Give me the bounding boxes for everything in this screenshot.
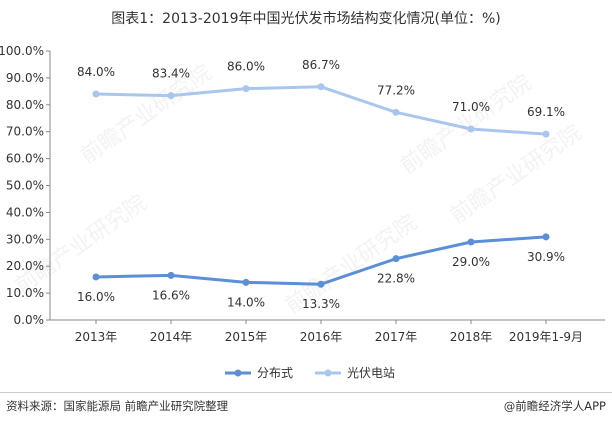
chart-axes: 0.0% 10.0% 20.0% 30.0% 40.0% 50.0% 60.0% 70.0% 8… (0, 44, 605, 344)
data-point-0-0 (92, 273, 100, 281)
legend-swatch-marker-1 (324, 369, 332, 377)
data-point-1-6 (542, 130, 550, 138)
y-tick-label-1: 10.0% (6, 286, 44, 300)
x-tick-label-3: 2016年 (300, 330, 343, 344)
y-tick-label-4: 40.0% (6, 205, 44, 219)
data-label-1-6: 69.1% (527, 105, 565, 119)
series-0: 16.0% 16.6% 14.0% 13.3% 22.8% 29.0% 30.9% (77, 233, 565, 311)
legend-item-0: 分布式 (225, 366, 293, 380)
y-tick-label-6: 60.0% (6, 152, 44, 166)
data-label-0-3: 13.3% (302, 297, 340, 311)
x-tick-label-0: 2013年 (75, 330, 118, 344)
data-point-1-1 (167, 92, 175, 100)
data-label-0-6: 30.9% (527, 250, 565, 264)
data-point-0-4 (392, 255, 400, 263)
data-point-1-0 (92, 90, 100, 98)
chart-title: 图表1：2013-2019年中国光伏发市场结构变化情况(单位：%) (111, 11, 501, 27)
x-tick-label-2: 2015年 (225, 330, 268, 344)
data-point-1-3 (317, 83, 325, 91)
data-label-1-3: 86.7% (302, 58, 340, 72)
series-layer: 16.0% 16.6% 14.0% 13.3% 22.8% 29.0% 30.9% 84.0%… (77, 58, 565, 311)
data-label-1-0: 84.0% (77, 65, 115, 79)
y-tick-label-2: 20.0% (6, 259, 44, 273)
data-label-1-4: 77.2% (377, 83, 415, 97)
y-tick-label-8: 80.0% (6, 98, 44, 112)
y-tick-label-7: 70.0% (6, 125, 44, 139)
data-label-0-0: 16.0% (77, 290, 115, 304)
legend-swatch-marker-0 (234, 369, 242, 377)
data-point-0-2 (242, 278, 250, 286)
legend-label-1: 光伏电站 (347, 366, 395, 380)
source-note: 资料来源：国家能源局 前瞻产业研究院整理 (6, 399, 229, 413)
data-point-1-4 (392, 108, 400, 116)
x-tick-label-6: 2019年1-9月 (509, 330, 583, 344)
chart-legend: 分布式 光伏电站 (225, 366, 395, 380)
series-1: 84.0% 83.4% 86.0% 86.7% 77.2% 71.0% 69.1% (77, 58, 565, 138)
x-tick-label-5: 2018年 (450, 330, 493, 344)
data-label-0-5: 29.0% (452, 255, 490, 269)
y-tick-label-0: 0.0% (14, 313, 45, 327)
data-label-1-5: 71.0% (452, 100, 490, 114)
x-tick-label-1: 2014年 (150, 330, 193, 344)
legend-item-1: 光伏电站 (315, 366, 395, 380)
data-point-1-5 (467, 125, 475, 133)
y-tick-label-10: 100.0% (0, 44, 44, 58)
data-point-0-6 (542, 233, 550, 241)
y-tick-label-5: 50.0% (6, 179, 44, 193)
x-tick-label-4: 2017年 (375, 330, 418, 344)
legend-label-0: 分布式 (257, 366, 293, 380)
brand-credit: @前瞻经济学人APP (503, 399, 606, 413)
data-label-0-1: 16.6% (152, 288, 190, 302)
footer-divider (0, 392, 612, 393)
data-label-1-1: 83.4% (152, 67, 190, 81)
data-label-0-4: 22.8% (377, 272, 415, 286)
data-label-1-2: 86.0% (227, 60, 265, 74)
data-point-0-5 (467, 238, 475, 246)
data-label-0-2: 14.0% (227, 295, 265, 309)
data-point-1-2 (242, 85, 250, 93)
y-tick-label-9: 90.0% (6, 71, 44, 85)
y-tick-label-3: 30.0% (6, 232, 44, 246)
data-point-0-1 (167, 271, 175, 279)
data-point-0-3 (317, 280, 325, 288)
